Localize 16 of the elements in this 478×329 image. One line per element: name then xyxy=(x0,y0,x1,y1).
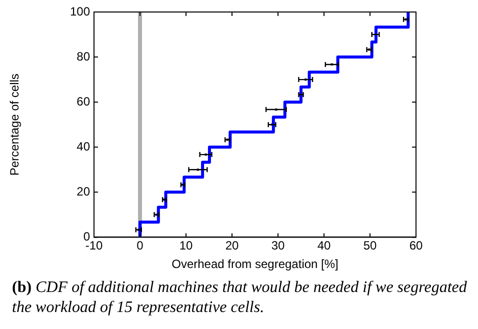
x-axis-title: Overhead from segregation [%] xyxy=(172,257,338,272)
y-tick-label: 80 xyxy=(76,49,90,64)
y-tick-label: 100 xyxy=(70,4,90,18)
x-tick-label: 50 xyxy=(363,238,377,253)
text: (b) CDF of additional machines that would be needed if we segregated the workload of 15 representative cells. xyxy=(12,279,467,316)
y-tick-label: 40 xyxy=(76,139,90,154)
y-axis-title: Percentage of cells xyxy=(8,74,22,176)
x-tick-label: 0 xyxy=(136,238,144,253)
y-tick-label: 0 xyxy=(83,230,90,244)
x-tick-label: 10 xyxy=(179,238,193,253)
x-tick-label: 20 xyxy=(225,238,239,253)
x-tick-label: 60 xyxy=(409,238,423,253)
x-tick-label: 40 xyxy=(317,238,331,253)
y-tick-label: 60 xyxy=(76,94,90,108)
y-tick-label: 20 xyxy=(76,184,90,198)
x-tick-label: 30 xyxy=(271,238,285,253)
